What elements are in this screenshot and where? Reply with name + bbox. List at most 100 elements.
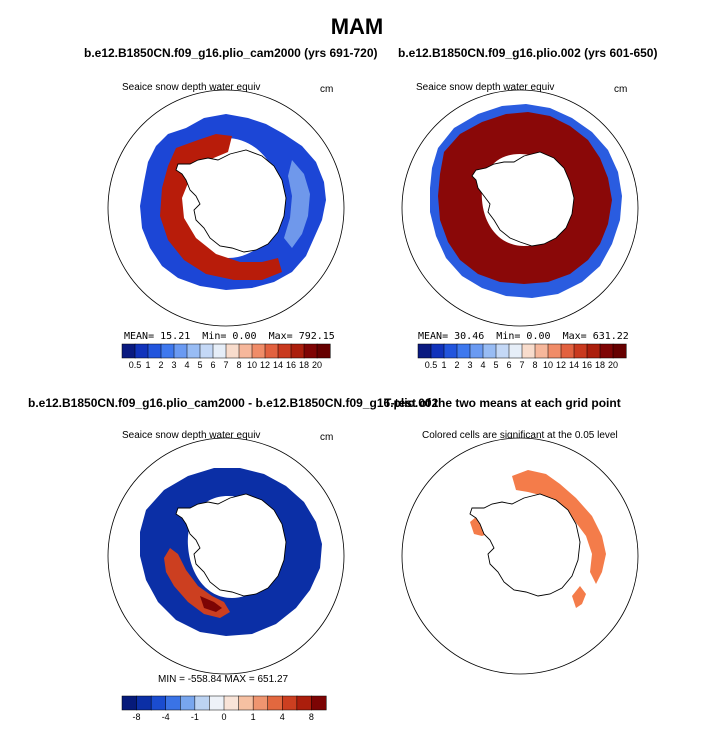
colorbar-3-swatch [223,695,240,711]
colorbar-2-swatch [521,343,536,359]
colorbar-1-tick-label: 14 [273,360,283,370]
colorbar-1-tick-label: 1 [145,360,150,370]
panel-1-units: cm [320,84,334,95]
panel-2-max-label: Max= [562,331,587,342]
colorbar-3-tick-label: -1 [191,712,199,722]
colorbar-1-swatch [121,343,136,359]
map-3-diff-positive-core [200,596,222,612]
colorbar-1-swatch [173,343,188,359]
panel-3-title: b.e12.B1850CN.f09_g16.plio_cam2000 - b.e… [28,396,439,410]
colorbar-1-tick-label: 12 [260,360,270,370]
colorbar-2-tick-label: 14 [569,360,579,370]
map-4-significant-cells-south [572,586,586,608]
map-3-antarctica [175,493,287,597]
colorbar-2: 0.5 1 2 3 4 5 6 7 8 10 12 14 16 18 20 [417,343,627,370]
colorbar-2-swatch [417,343,432,359]
colorbar-2-swatch [508,343,523,359]
panel-1-min-label: Min= [202,331,227,342]
panel-3-subtitle: Seaice snow depth water equiv [122,430,261,441]
panel-1-stats: MEAN= 15.21 Min= 0.00 Max= 792.15 [124,331,335,342]
colorbar-2-tick-label: 6 [506,360,511,370]
map-1-ice-mid-band [284,160,310,248]
colorbar-1-swatch [316,343,331,359]
colorbar-2-swatch [495,343,510,359]
panel-1-subtitle: Seaice snow depth water equiv [122,82,261,93]
colorbar-3-swatch [296,695,312,711]
panel-2-mean-label: MEAN= [418,331,449,342]
colorbar-2-swatch [430,343,445,359]
colorbar-2-tick-label: 8 [532,360,537,370]
panel-2-units: cm [614,84,628,95]
colorbar-2-swatch [534,343,549,359]
colorbar-1-swatch [134,343,149,359]
colorbar-1-tick-label: 6 [210,360,215,370]
colorbar-3-swatch [150,695,167,711]
colorbar-1-swatch [147,343,162,359]
panel-1-title: b.e12.B1850CN.f09_g16.plio_cam2000 (yrs … [84,46,378,60]
colorbar-2-tick-label: 10 [543,360,553,370]
colorbar-1-swatch [212,343,227,359]
colorbar-2-swatch [599,343,614,359]
map-1-antarctica [175,149,287,253]
main-title: MAM [330,14,384,39]
colorbar-1-tick-label: 8 [236,360,241,370]
panel-2-min-label: Min= [496,331,521,342]
map-2-ice-thick-band [438,112,612,284]
colorbar-1-swatch [199,343,214,359]
colorbar-2-swatch [456,343,471,359]
colorbar-2-tick-label: 16 [582,360,592,370]
colorbar-3-tick-label: 0 [221,712,226,722]
map-3-diff-positive [164,548,230,618]
colorbar-1-swatch [238,343,253,359]
panel-4-subtitle: Colored cells are significant at the 0.0… [422,430,618,441]
colorbar-2-tick-label: 3 [467,360,472,370]
colorbar-1-tick-label: 10 [247,360,257,370]
colorbar-1-tick-label: 2 [158,360,163,370]
colorbar-3-swatch [136,695,152,711]
colorbar-1-swatch [264,343,279,359]
colorbar-2-tick-label: 4 [480,360,485,370]
colorbar-3-swatch [238,695,254,711]
panel-3-units: cm [320,432,334,443]
map-panel-4 [401,437,639,675]
colorbar-3-swatch [194,695,210,711]
colorbar-1-swatch [160,343,175,359]
colorbar-2-tick-label: 0.5 [425,360,438,370]
colorbar-1-swatch [303,343,318,359]
panel-2-max-value: 631.22 [592,331,629,342]
panel-4-title: T-test of the two means at each grid poi… [384,396,621,410]
colorbar-1-tick-label: 4 [184,360,189,370]
colorbar-2-tick-label: 7 [519,360,524,370]
colorbar-2-tick-label: 1 [441,360,446,370]
colorbar-3-swatch [209,695,225,711]
colorbar-2-tick-label: 12 [556,360,566,370]
colorbar-3-swatch [180,695,196,711]
colorbar-3-tick-label: -8 [133,712,141,722]
colorbar-3-tick-label: 1 [251,712,256,722]
panel-2-stats: MEAN= 30.46 Min= 0.00 Max= 631.22 [418,331,629,342]
colorbar-3: -8 -4 -1 0 1 4 8 [121,695,327,722]
colorbar-2-swatch [612,343,627,359]
panel-1-mean-label: MEAN= [124,331,155,342]
colorbar-3-swatch [121,695,138,711]
colorbar-2-tick-label: 2 [454,360,459,370]
colorbar-1-tick-label: 5 [197,360,202,370]
panel-2-min-value: 0.00 [526,331,551,342]
colorbar-1-swatch [225,343,240,359]
colorbar-3-swatch [311,695,327,711]
map-panel-3 [107,437,345,675]
panel-1-max-label: Max= [268,331,293,342]
colorbar-1-swatch [186,343,201,359]
colorbar-2-swatch [547,343,562,359]
colorbar-1-tick-label: 18 [299,360,309,370]
panel-2-subtitle: Seaice snow depth water equiv [416,82,555,93]
colorbar-3-swatch [165,695,181,711]
colorbar-1-swatch [251,343,266,359]
colorbar-2-swatch [560,343,575,359]
colorbar-1-tick-label: 7 [223,360,228,370]
map-panel-1 [107,89,345,327]
colorbar-2-swatch [573,343,588,359]
colorbar-3-tick-label: -4 [162,712,170,722]
colorbar-2-swatch [482,343,497,359]
panel-1-max-value: 792.15 [298,331,335,342]
